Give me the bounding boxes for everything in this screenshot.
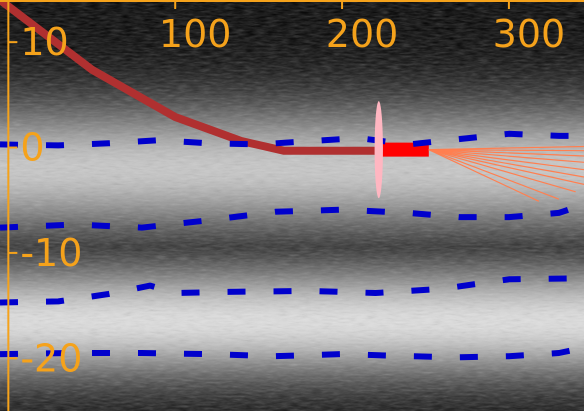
y-tick-label-1: 0 [20,126,44,170]
y-tick-label-2: -10 [20,231,82,275]
ray-7 [428,149,584,186]
series-line-5 [0,275,584,306]
series-line-3 [0,130,584,149]
ray-4 [428,149,584,163]
ray-9 [428,149,560,200]
y-tick-label-3: -20 [20,336,82,380]
series-layer [0,0,584,361]
ray-8 [428,149,576,193]
overlay-layer [374,101,584,202]
x-tick-label-200: 200 [326,12,399,56]
ray-1 [428,145,584,151]
x-tick-label-300: 300 [493,12,566,56]
ray-6 [428,149,584,178]
lens-ellipse [374,101,383,199]
x-tick-label-100: 100 [159,12,232,56]
ray-2 [428,149,584,152]
series-line-1 [0,0,397,155]
ray-10 [428,149,540,202]
ray-5 [428,149,584,171]
y-tick-label-0: 10 [20,20,68,64]
ray-3 [428,149,584,157]
